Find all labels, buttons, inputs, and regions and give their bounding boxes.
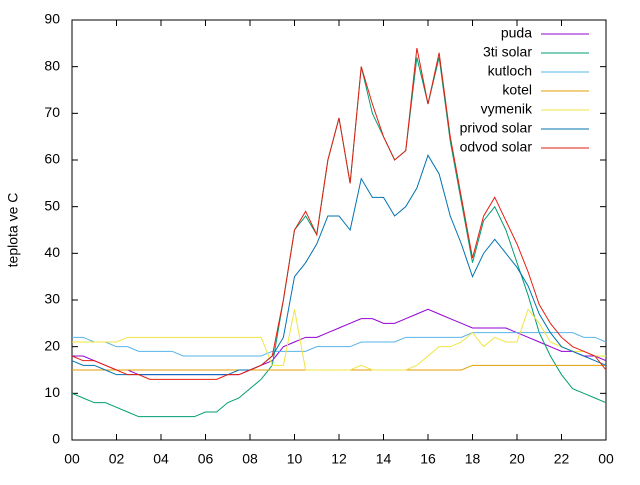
y-tick-label: 80 — [44, 57, 60, 73]
legend-label: privod solar — [460, 120, 533, 136]
y-tick-label: 30 — [44, 291, 60, 307]
x-tick-label: 08 — [242, 451, 258, 467]
y-tick-label: 40 — [44, 244, 60, 260]
legend-label: 3ti solar — [483, 44, 532, 60]
legend-label: kutloch — [488, 63, 532, 79]
y-tick-label: 90 — [44, 11, 60, 27]
y-tick-label: 50 — [44, 197, 60, 213]
x-tick-label: 22 — [554, 451, 570, 467]
series-line — [71, 154, 607, 376]
legend-label: odvod solar — [460, 139, 533, 155]
series-line — [72, 364, 606, 371]
x-tick-label: 18 — [465, 451, 481, 467]
x-tick-label: 20 — [509, 451, 525, 467]
y-tick-label: 0 — [52, 431, 60, 447]
legend-label: kotel — [502, 82, 532, 98]
legend-label: puda — [501, 25, 532, 41]
x-tick-label: 16 — [420, 451, 436, 467]
x-tick-label: 06 — [198, 451, 214, 467]
y-tick-label: 20 — [44, 337, 60, 353]
series-line — [72, 308, 606, 371]
x-tick-label: 02 — [109, 451, 125, 467]
x-tick-label: 00 — [598, 451, 614, 467]
series-line — [71, 47, 607, 380]
x-tick-label: 10 — [287, 451, 303, 467]
y-tick-label: 10 — [44, 384, 60, 400]
y-tick-label: 60 — [44, 151, 60, 167]
x-tick-label: 04 — [153, 451, 169, 467]
x-tick-label: 00 — [64, 451, 80, 467]
series-line — [72, 332, 607, 357]
y-tick-label: 70 — [44, 104, 60, 120]
y-axis-label: teplota ve C — [5, 193, 21, 268]
x-tick-label: 14 — [376, 451, 392, 467]
x-tick-label: 12 — [331, 451, 347, 467]
legend-label: vymenik — [481, 101, 533, 117]
